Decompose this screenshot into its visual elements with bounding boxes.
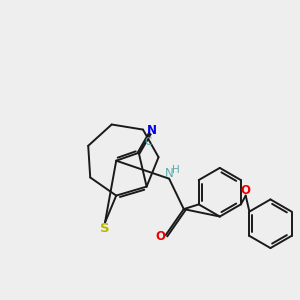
Text: H: H [172, 165, 180, 175]
Text: S: S [100, 222, 110, 235]
Text: O: O [241, 184, 251, 197]
Text: N: N [146, 124, 156, 137]
Text: N: N [165, 167, 173, 180]
Text: C: C [145, 137, 152, 147]
Text: O: O [156, 230, 166, 243]
